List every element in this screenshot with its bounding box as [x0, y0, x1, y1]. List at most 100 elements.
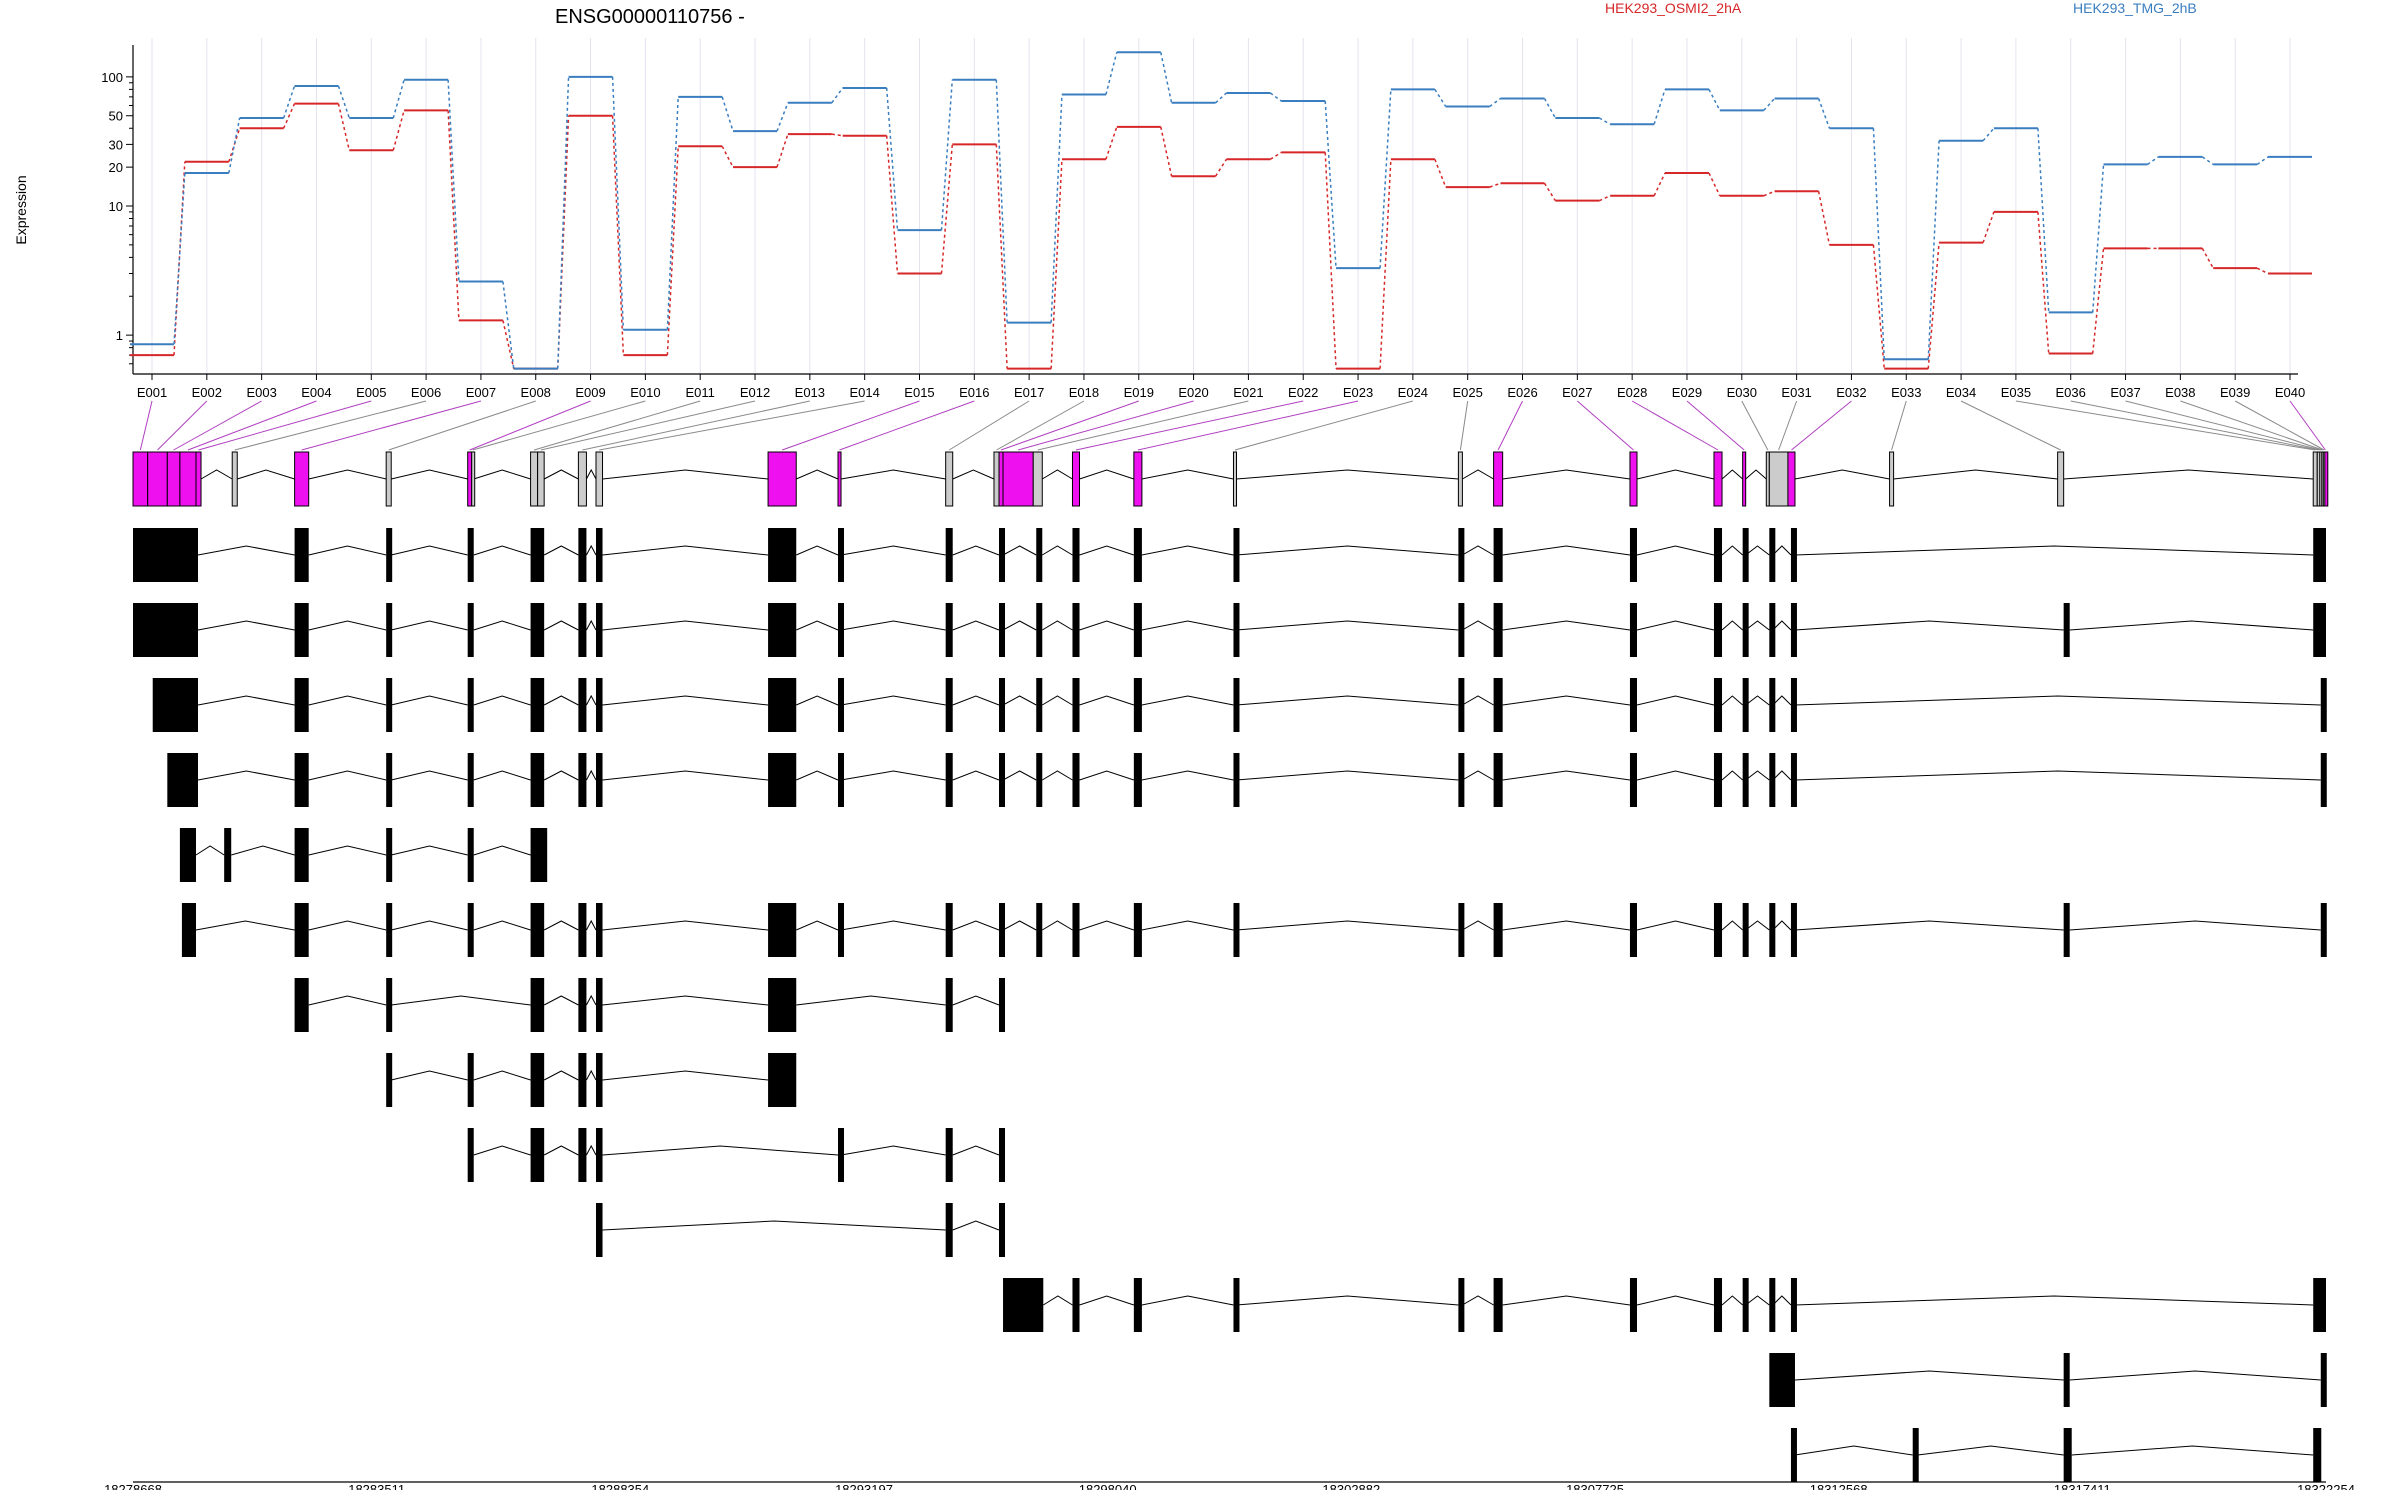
transcript-intron — [1042, 695, 1073, 706]
series-connector — [337, 103, 351, 151]
exon-label: E035 — [2001, 385, 2031, 400]
exon-bin-E014 — [595, 451, 604, 507]
transcript-intron — [796, 995, 946, 1006]
transcript-exon — [467, 903, 474, 957]
transcript-intron — [1462, 1295, 1494, 1306]
transcript-exon — [1036, 528, 1043, 582]
transcript-intron — [391, 845, 468, 856]
transcript-intron — [1794, 1370, 2064, 1381]
series-connector — [1489, 97, 1501, 108]
transcript-exon — [1790, 678, 1797, 732]
transcript-exon — [1769, 528, 1776, 582]
exon-label: E023 — [1343, 385, 1373, 400]
transcript-exon — [578, 528, 587, 582]
exon-label: E004 — [301, 385, 331, 400]
transcript-exon — [530, 978, 545, 1032]
transcript-exon — [1233, 903, 1240, 957]
transcript-intron — [197, 545, 295, 556]
exon-label: E024 — [1398, 385, 1428, 400]
exon-label: E034 — [1946, 385, 1976, 400]
transcript-intron — [308, 995, 387, 1006]
transcript-intron — [391, 995, 531, 1006]
exon-label: E019 — [1124, 385, 1154, 400]
transcript-intron — [1141, 695, 1234, 706]
transcript-exon — [1458, 603, 1465, 657]
series-connector — [721, 145, 734, 168]
exon-label: E006 — [411, 385, 441, 400]
transcript-exon — [386, 678, 393, 732]
transcript-exon — [595, 678, 603, 732]
series-connector — [1434, 88, 1447, 107]
transcript-intron — [1636, 920, 1715, 931]
transcript-intron — [543, 620, 579, 631]
transcript-intron — [1236, 695, 1459, 706]
transcript-exon — [1233, 603, 1240, 657]
transcript-intron — [473, 845, 531, 856]
transcript-exon — [2313, 603, 2326, 657]
transcript-exon — [1133, 1278, 1142, 1332]
transcript-exon — [945, 678, 953, 732]
transcript-exon — [578, 978, 587, 1032]
transcript-intron — [543, 995, 579, 1006]
transcript-exon — [530, 1053, 545, 1107]
y-tick-label: 100 — [101, 70, 123, 85]
transcript-exon — [2313, 1278, 2326, 1332]
transcript-intron — [1917, 1445, 2064, 1456]
transcript-exon — [386, 828, 393, 882]
transcript-intron — [952, 695, 1000, 706]
transcript-exon — [1133, 678, 1142, 732]
exon-bin-E015 — [767, 451, 797, 507]
transcript-exon — [1790, 1428, 1797, 1482]
connector-line — [187, 400, 317, 451]
model-intron — [1636, 469, 1715, 480]
transcript-exon — [999, 1128, 1006, 1182]
transcript-intron — [1502, 1295, 1631, 1306]
exon-bin-E011 — [530, 451, 539, 507]
exon-bin-E010 — [471, 451, 476, 507]
transcript-exon — [1072, 1278, 1080, 1332]
transcript-intron — [1141, 920, 1234, 931]
exon-label: E002 — [192, 385, 222, 400]
transcript-exon — [1072, 528, 1080, 582]
transcript-exon — [1629, 753, 1637, 807]
exon-label: E003 — [246, 385, 276, 400]
y-tick-label: 10 — [109, 199, 123, 214]
connector-line — [1960, 400, 2061, 451]
transcript-exon — [1769, 678, 1776, 732]
exon-label: E032 — [1836, 385, 1866, 400]
transcript-11 — [1003, 1278, 2326, 1332]
coord-tick-label: 18278668 — [104, 1482, 162, 1490]
transcript-exon — [294, 903, 309, 957]
connector-line — [1037, 400, 1249, 451]
exon-label: E012 — [740, 385, 770, 400]
transcript-exon — [1003, 1278, 1044, 1332]
exon-bin-E019 — [998, 451, 1004, 507]
transcript-intron — [840, 695, 946, 706]
transcript-intron — [1502, 770, 1631, 781]
transcript-8 — [386, 1053, 797, 1107]
transcript-exon — [530, 528, 545, 582]
transcript-exon — [768, 678, 797, 732]
series-lines — [130, 51, 2312, 370]
transcript-exon — [1769, 903, 1776, 957]
transcript-exon — [1458, 753, 1465, 807]
exon-label: E011 — [686, 385, 715, 400]
series-connector — [1214, 158, 1228, 177]
grid-lines — [151, 38, 2291, 374]
transcript-intron — [1079, 920, 1135, 931]
transcript-intron — [952, 620, 1000, 631]
connector-line — [1791, 400, 1852, 451]
transcript-intron — [391, 1070, 468, 1081]
transcript-intron — [543, 545, 579, 556]
transcript-intron — [1462, 695, 1494, 706]
transcript-intron — [585, 694, 597, 706]
series-connector — [1982, 127, 1995, 142]
series-connector — [1653, 89, 1666, 125]
transcript-exon — [595, 978, 603, 1032]
transcript-intron — [840, 770, 946, 781]
transcript-exon — [1742, 603, 1749, 657]
transcript-exon — [2313, 528, 2326, 582]
transcript-exon — [945, 1128, 953, 1182]
series-connector — [282, 103, 296, 129]
